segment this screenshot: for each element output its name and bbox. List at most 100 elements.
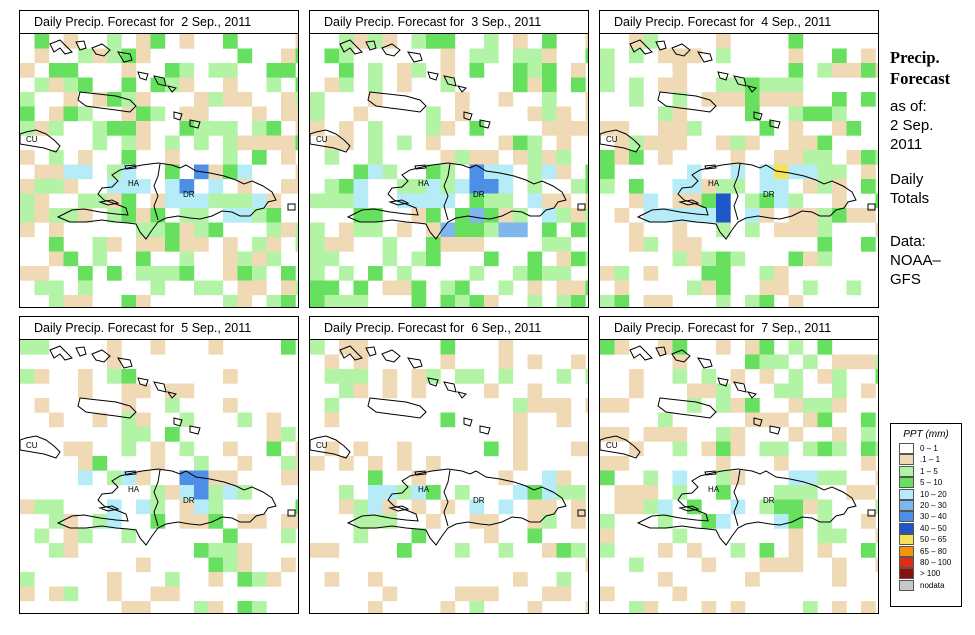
precip-cell [194,514,209,529]
haiti-dr-border [153,469,161,527]
precip-cell [194,121,209,136]
precip-cell [730,77,746,93]
precip-cell [440,340,456,355]
precip-cell [411,179,427,194]
precip-cell [585,193,588,209]
precip-cell [498,499,514,515]
precip-cell [556,572,572,587]
precip-cell [643,427,659,442]
precip-cell [687,164,702,180]
island-coastline [124,164,137,170]
island-coastline [463,417,473,427]
precip-cell [34,208,50,223]
precip-cell [194,208,209,223]
precip-cell [542,514,557,529]
precip-cell [832,383,847,399]
precip-cell [585,179,588,194]
precip-cell [556,543,572,558]
precip-cell [556,208,572,223]
hispaniola-coastline [56,162,277,240]
island-coastline [733,75,747,87]
precip-cell [295,280,298,296]
precip-cell [730,251,746,267]
precip-cell [397,135,412,151]
precip-cell [527,485,543,500]
precip-cell [643,266,659,281]
precip-cell [832,121,847,136]
precip-cell [426,514,441,529]
precip-cell [672,369,688,384]
precip-cell [672,441,688,457]
island-coastline [137,377,149,387]
precip-cell [136,557,151,573]
precip-cell [237,164,253,180]
precip-cell [34,34,50,49]
legend-swatch [899,511,914,523]
panel-title: Daily Precip. Forecast for 7 Sep., 2011 [599,316,879,340]
precip-cell [788,251,804,267]
precip-cell [788,528,804,544]
data-label-1: Data: [890,233,926,250]
precip-cell [281,92,296,107]
precip-cell [49,150,64,165]
island-coastline [98,199,120,206]
precip-cell [179,412,195,428]
precip-cell [484,528,499,544]
precip-cell [716,456,731,471]
precip-cell [78,48,93,64]
precip-cell [49,237,64,252]
precip-cell [716,77,731,93]
precip-cell [600,398,615,413]
island-coastline [678,505,700,512]
precip-cell [136,412,151,428]
precip-cell [440,77,456,93]
precip-cell [252,193,267,209]
precip-cell [165,586,180,602]
precip-cell [295,135,298,151]
precip-cell [208,543,224,558]
precip-cell [817,63,833,78]
precip-cell [774,92,789,107]
precip-cell [34,193,50,209]
precip-cell [179,237,195,252]
precip-cell [107,237,122,252]
precip-cell [527,150,543,165]
precip-cell [78,77,93,93]
precip-cell [701,251,717,267]
legend-swatch [899,465,914,477]
precip-cell [672,427,688,442]
precip-cell [527,514,543,529]
map-svg: CU HA DR [310,340,588,613]
precip-cell [121,179,137,194]
island-coastline [753,417,763,427]
precip-cell [745,106,760,122]
precip-cell [774,412,789,428]
precip-cell [556,470,572,486]
precip-cell [165,222,180,238]
precip-cell [730,543,746,558]
precip-cell [556,106,572,122]
precip-cell [600,266,615,281]
hispaniola-coastline [636,468,857,546]
precip-cell [542,106,557,122]
precip-cell [165,427,180,442]
precip-cell [542,164,557,180]
precip-cell [672,63,688,78]
precip-cell [513,485,528,500]
precip-cell [571,485,586,500]
island-coastline [678,199,700,206]
map-svg: CU HA DR [310,34,588,307]
forecast-panel-sep5: Daily Precip. Forecast for 5 Sep., 2011 … [19,316,299,614]
precip-cell [295,121,298,136]
precip-cell [527,164,543,180]
hispaniola-coastline [346,468,567,546]
precip-cell [774,441,789,457]
precip-cell [788,164,804,180]
precip-cell [614,150,630,165]
precip-cell [382,237,398,252]
precip-cell [469,48,485,64]
haiti-label: HA [418,485,430,494]
precip-cell [730,135,746,151]
precip-cell [861,208,876,223]
precip-cell [687,121,702,136]
